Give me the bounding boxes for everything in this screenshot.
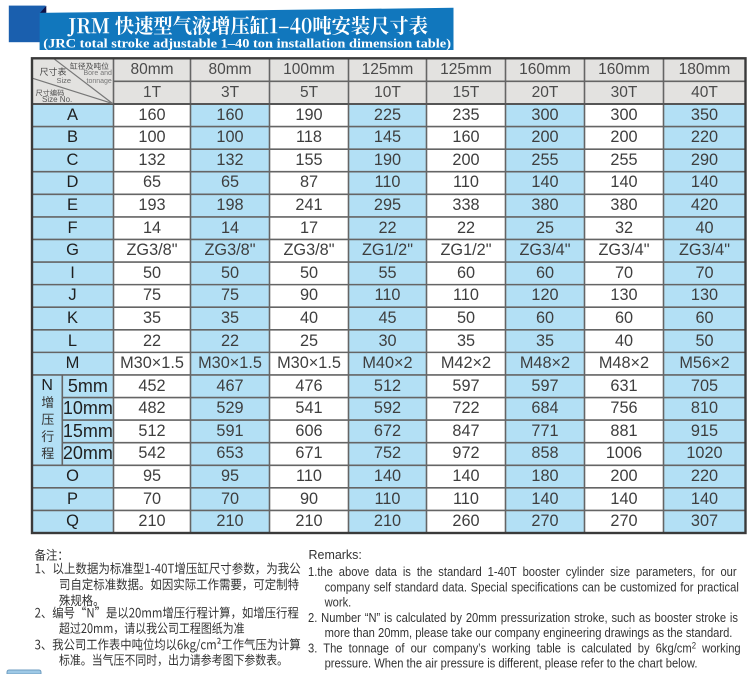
svg-text:(JRC total stroke adjustable 1: (JRC total stroke adjustable 1–40 ton in… — [43, 35, 451, 50]
svg-text:company self standard data. Sp: company self standard data. Special spec… — [325, 580, 739, 595]
svg-text:2. Number “N” is calculated by: 2. Number “N” is calculated by 20mm pres… — [308, 610, 738, 625]
svg-text:Remarks:: Remarks: — [309, 547, 362, 562]
svg-text:work.: work. — [324, 595, 352, 610]
svg-text:more than 20mm, please take ou: more than 20mm, please take our company … — [325, 625, 733, 640]
svg-text:3. The tonnage of our company’: 3. The tonnage of our company’s working … — [308, 640, 741, 656]
svg-text:pressure. When the air pressur: pressure. When the air pressure is diffe… — [325, 656, 698, 671]
svg-text:1.the above data is the standa: 1.the above data is the standard 1-40T b… — [308, 564, 737, 579]
